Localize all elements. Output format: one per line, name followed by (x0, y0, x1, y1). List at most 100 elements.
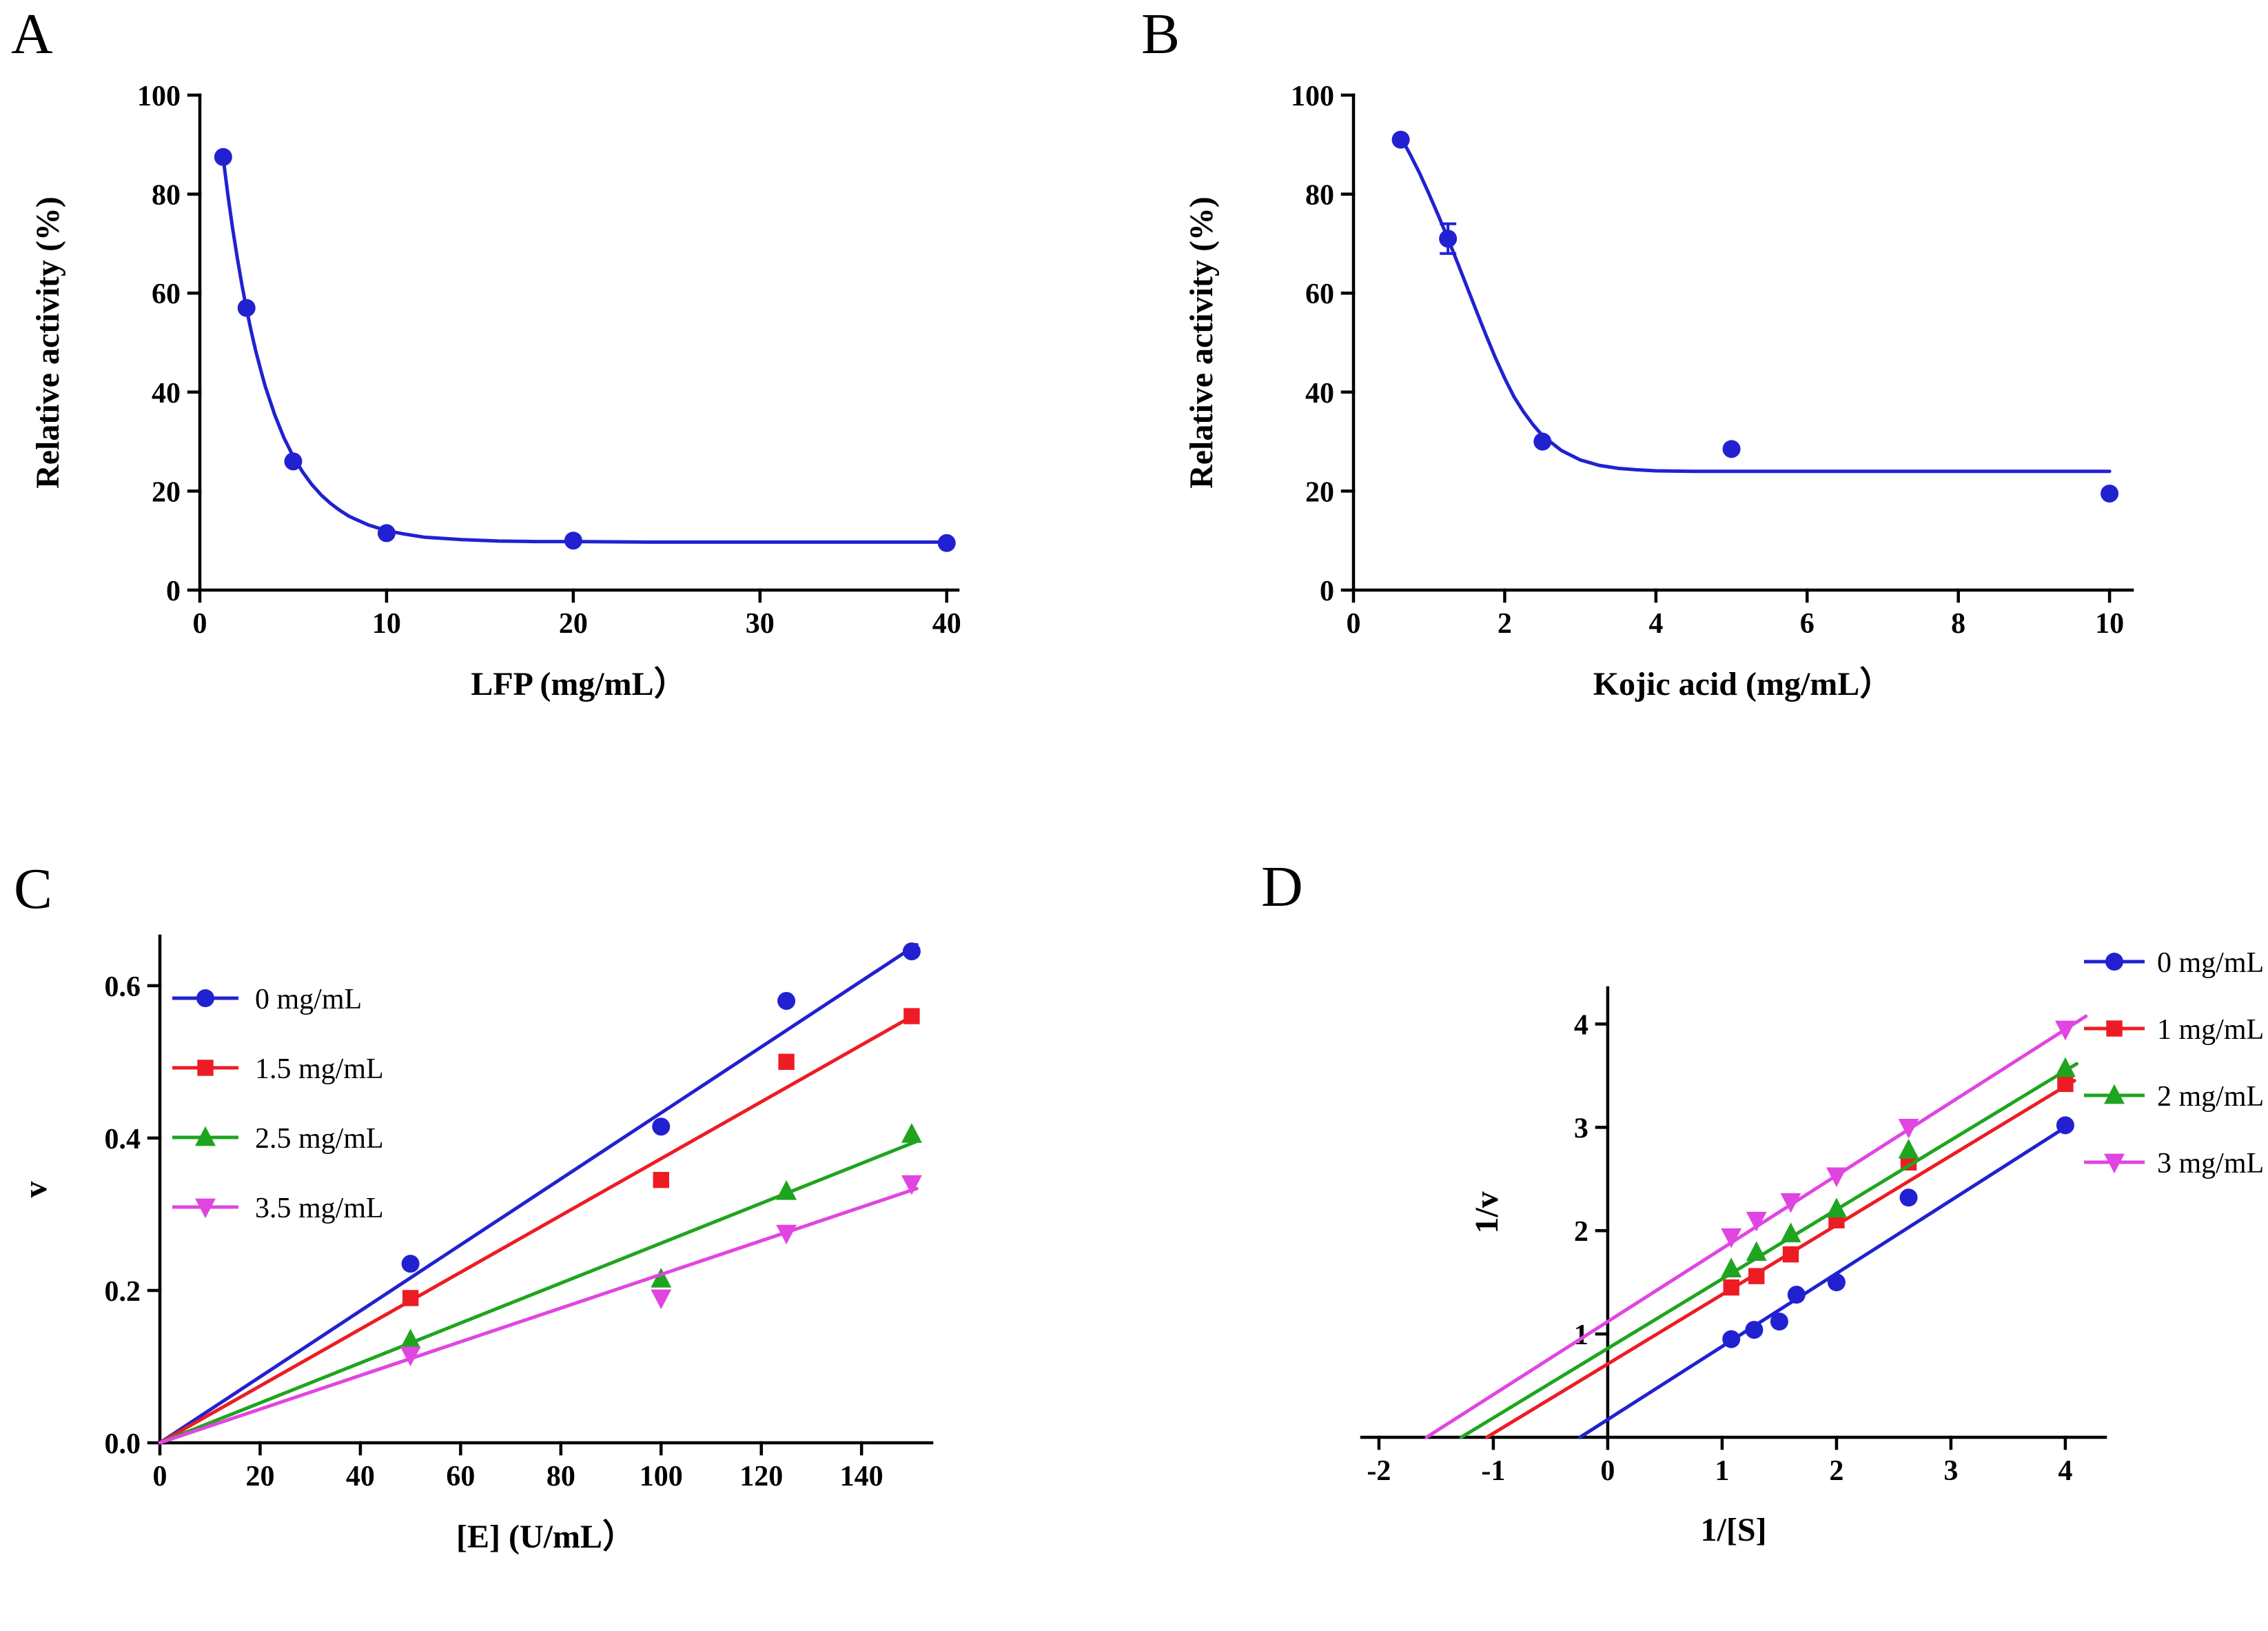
y-tick-label: 0 (1320, 576, 1334, 607)
series-1-5-mg-ml (158, 1008, 920, 1445)
legend-marker (195, 1126, 216, 1146)
data-point-circle (1827, 1273, 1846, 1292)
panel-D: -2 -1 0 1 2 3 4 1 2 3 4 1/[S] 1/v 0 mg/mL 1 mg/mL 2 mg/… (1134, 820, 2268, 1631)
series-3-mg-ml (1424, 1014, 2088, 1439)
data-point-circle (1787, 1286, 1806, 1304)
y-axis-title: Relative activity (%) (1183, 196, 1220, 489)
x-tick-label: 0 (1600, 1455, 1615, 1487)
legend-item-2-mg-ml: 2 mg/mL (2084, 1081, 2264, 1113)
data-point-square (1748, 1268, 1765, 1284)
chart-D-lineweaver-burk: -2 -1 0 1 2 3 4 1 2 3 4 1/[S] 1/v 0 mg/mL 1 mg/mL 2 mg/… (1360, 947, 2264, 1548)
x-tick-label: 0 (1347, 608, 1361, 640)
data-point-triangle-up (1746, 1241, 1767, 1262)
data-point-circle (1533, 432, 1552, 451)
panel-letter-C: C (14, 857, 53, 921)
legend-marker (195, 1198, 216, 1219)
legend-item-2-5-mg-ml: 2.5 mg/mL (172, 1123, 384, 1155)
x-tick-label: -2 (1367, 1455, 1391, 1487)
x-tick-label: 2 (1498, 608, 1512, 640)
x-tick-label: 10 (2095, 608, 2124, 640)
panel-letter-B: B (1141, 2, 1181, 66)
fit-line (158, 1011, 919, 1445)
x-tick-label: 80 (546, 1461, 575, 1492)
x-tick-label: 40 (346, 1461, 375, 1492)
data-point-square (2057, 1075, 2074, 1093)
data-point-circle (401, 1255, 420, 1273)
series-0-mg-ml (1578, 1116, 2074, 1439)
x-tick-label: 8 (1951, 608, 1965, 640)
series-0-mg-ml (158, 942, 921, 1445)
data-point-square (653, 1171, 669, 1188)
data-point-circle (1722, 440, 1741, 458)
data-point-circle (214, 148, 232, 166)
data-point-triangle-up (400, 1328, 421, 1349)
x-tick-label: 0 (193, 608, 207, 640)
y-tick-label: 20 (1305, 476, 1334, 508)
data-point-square (778, 1053, 795, 1071)
data-point-triangle-up (1898, 1139, 1919, 1159)
legend-item-3-5-mg-ml: 3.5 mg/mL (172, 1193, 384, 1224)
data-point-triangle-down (1898, 1118, 1919, 1139)
series-2-5-mg-ml (158, 1123, 922, 1445)
x-tick-label: 40 (932, 608, 961, 640)
panel-letter-A: A (11, 2, 53, 66)
data-point-triangle-up (651, 1268, 672, 1288)
y-tick-label: 0 (166, 576, 181, 607)
axes (147, 934, 934, 1456)
data-point-circle (564, 531, 582, 550)
y-tick-label: 40 (152, 378, 181, 409)
x-tick-label: 6 (1800, 608, 1815, 640)
data-point-triangle-up (901, 1123, 922, 1143)
y-tick-label: 0.6 (105, 971, 141, 1003)
data-point-circle (937, 534, 956, 552)
axes (187, 93, 960, 603)
x-tick-label: 140 (840, 1461, 883, 1492)
series-2-mg-ml (1459, 1057, 2078, 1439)
legend-label: 1.5 mg/mL (255, 1053, 384, 1085)
series-3-5-mg-ml (158, 1175, 922, 1445)
legend-item-0-mg-ml: 0 mg/mL (172, 984, 362, 1015)
panel-C: 0 20 40 60 80 100 120 140 0.0 0.2 0.4 0.6 [E] (U/mL）… (0, 820, 1134, 1631)
chart-C-velocity-vs-enzyme: 0 20 40 60 80 100 120 140 0.0 0.2 0.4 0.6 [E] (U/mL）… (17, 934, 934, 1555)
data-point-triangle-down (1780, 1193, 1801, 1213)
x-axis-title: Kojic acid (mg/mL） (1593, 666, 1893, 702)
data-point-circle (652, 1117, 671, 1136)
legend-label: 3 mg/mL (2157, 1148, 2264, 1179)
x-tick-label: 20 (559, 608, 588, 640)
data-point-square (1782, 1246, 1799, 1263)
legend-marker (2104, 1084, 2125, 1104)
legend-marker (2106, 1020, 2123, 1037)
axes (1340, 93, 2134, 603)
y-tick-label: 60 (1305, 278, 1334, 310)
chart-A-lfp-dose-response: 0 10 20 30 40 0 20 40 60 80 100 LFP (mg/mL） Relative… (30, 81, 961, 702)
data-point-triangle-down (2054, 1020, 2076, 1041)
data-point-circle (777, 991, 796, 1010)
data-point-circle (2056, 1116, 2074, 1135)
series-lfp (214, 148, 956, 552)
legend-item-1-mg-ml: 1 mg/mL (2084, 1014, 2264, 1046)
panel-A: 0 10 20 30 40 0 20 40 60 80 100 LFP (mg/mL） Relative… (0, 0, 1134, 772)
fit-line (1459, 1062, 2078, 1439)
legend-label: 0 mg/mL (2157, 947, 2264, 979)
legend-label: 2.5 mg/mL (255, 1123, 384, 1155)
x-tick-label: 10 (372, 608, 401, 640)
data-point-circle (1722, 1330, 1741, 1348)
y-tick-label: 40 (1305, 378, 1334, 409)
y-tick-label: 80 (152, 180, 181, 212)
x-tick-label: 2 (1829, 1455, 1843, 1487)
data-point-circle (1770, 1313, 1788, 1331)
y-tick-label: 0.0 (105, 1428, 141, 1460)
y-tick-label: 4 (1574, 1009, 1588, 1041)
legend-label: 3.5 mg/mL (255, 1193, 384, 1224)
data-point-circle (1745, 1321, 1764, 1339)
x-tick-label: 4 (2058, 1455, 2072, 1487)
data-point-circle (284, 452, 303, 471)
panel-letter-D: D (1261, 855, 1303, 919)
data-point-triangle-down (1721, 1228, 1742, 1248)
x-axis-title: LFP (mg/mL） (471, 666, 686, 702)
y-tick-label: 3 (1574, 1113, 1588, 1144)
y-tick-label: 60 (152, 278, 181, 310)
data-point-triangle-down (1826, 1167, 1847, 1188)
data-point-triangle-down (1746, 1211, 1767, 1232)
